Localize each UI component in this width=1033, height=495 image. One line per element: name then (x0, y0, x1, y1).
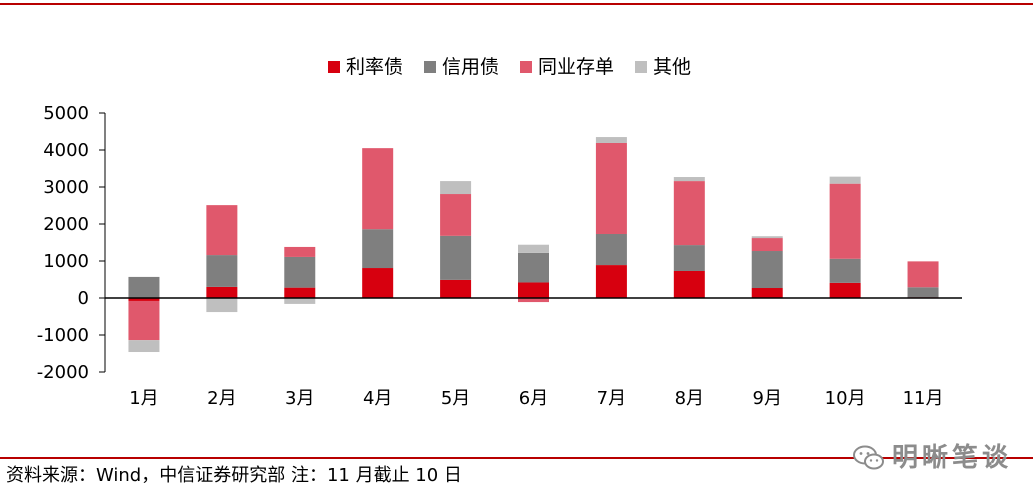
bar-series3-month7 (595, 142, 627, 234)
y-tick-label: 1000 (43, 251, 89, 272)
bar-series1-month4 (362, 268, 394, 298)
bar-series2-month3 (284, 256, 316, 288)
bar-series2-month2 (206, 255, 238, 287)
y-tick-label: -1000 (37, 325, 89, 346)
y-tick-label: 2000 (43, 214, 89, 235)
bar-series4-month2 (206, 298, 238, 313)
legend-item-4: 其他 (635, 56, 691, 78)
y-tick-label: 4000 (43, 140, 89, 161)
bar-series1-month6 (518, 282, 549, 298)
legend-swatch (635, 61, 648, 73)
bar-series4-month8 (673, 177, 705, 182)
bar-series4-month1 (128, 340, 160, 353)
bar-series1-month5 (440, 279, 472, 298)
bar-series3-month4 (362, 148, 394, 230)
bar-series2-month1 (128, 276, 160, 298)
bar-series2-month4 (362, 229, 394, 269)
bar-series4-month5 (440, 181, 472, 195)
legend-item-1: 利率债 (328, 56, 403, 78)
bar-series3-month3 (284, 246, 316, 257)
x-tick-label: 6月 (519, 388, 548, 409)
x-tick-label: 7月 (597, 388, 626, 409)
x-tick-label: 2月 (207, 388, 236, 409)
bar-series3-month11 (907, 261, 939, 288)
legend-swatch (520, 61, 533, 73)
bar-series1-month8 (673, 270, 705, 298)
chart-legend: 利率债 信用债 同业存单 其他 (328, 56, 691, 78)
bar-series4-month6 (518, 244, 549, 253)
wechat-icon (853, 445, 884, 470)
watermark: 明晰笔谈 (852, 443, 1012, 473)
bar-series3-month2 (206, 205, 238, 256)
bar-series1-month3 (284, 287, 316, 298)
x-tick-label: 10月 (825, 388, 866, 409)
bar-series1-month9 (751, 288, 783, 298)
axes: 5000 4000 3000 2000 1000 0 -1000 -2000 1月 2月 3月 4月 5… (37, 103, 962, 409)
bar-series2-month5 (440, 235, 472, 280)
y-tick-label: 3000 (43, 177, 89, 198)
bar-series4-month9 (751, 236, 783, 239)
bar-series2-month6 (518, 252, 549, 283)
top-rule (0, 3, 1033, 5)
bar-series1-month10 (829, 282, 861, 298)
x-tick-label: 9月 (753, 388, 782, 409)
bar-series3-month10 (829, 183, 861, 259)
bar-series4-month7 (595, 137, 627, 143)
y-tick-label: 5000 (43, 103, 89, 124)
legend-label: 同业存单 (538, 56, 615, 78)
x-tick-label: 3月 (285, 388, 314, 409)
y-tick-label: -2000 (37, 362, 89, 383)
x-tick-label: 5月 (441, 388, 470, 409)
x-tick-label: 1月 (129, 388, 158, 409)
legend-label: 信用债 (442, 56, 500, 78)
source-note: 资料来源：Wind，中信证券研究部 注：11 月截止 10 日 (6, 465, 462, 486)
y-tick-label: 0 (78, 288, 89, 309)
bar-series3-month5 (440, 194, 472, 236)
legend-swatch (328, 61, 340, 73)
legend-item-2: 信用债 (424, 56, 499, 78)
bar-series2-month10 (829, 258, 861, 283)
watermark-text: 明晰笔谈 (892, 443, 1013, 473)
bar-series1-month2 (206, 286, 238, 298)
bar-series4-month10 (829, 176, 861, 184)
bar-series3-month1 (128, 300, 160, 341)
x-tick-label: 8月 (675, 388, 704, 409)
legend-label: 其他 (653, 56, 692, 78)
bottom-rule (0, 457, 1033, 459)
legend-item-3: 同业存单 (520, 56, 614, 78)
bar-series4-month3 (284, 298, 316, 304)
x-tick-label: 11月 (903, 388, 944, 409)
bar-series2-month9 (751, 251, 783, 289)
bar-series2-month7 (595, 233, 627, 266)
bar-series3-month8 (673, 181, 705, 246)
bar-series2-month8 (673, 245, 705, 271)
legend-label: 利率债 (346, 56, 404, 78)
x-tick-label: 4月 (363, 388, 392, 409)
legend-swatch (424, 61, 437, 73)
bar-series2-month11 (907, 287, 939, 298)
bars (128, 137, 939, 353)
bar-series1-month1 (128, 298, 160, 301)
bar-series1-month7 (595, 265, 627, 298)
stacked-bar-chart: 5000 4000 3000 2000 1000 0 -1000 -2000 1月 2月 3月 4月 5… (37, 103, 962, 409)
bar-series3-month6 (518, 298, 549, 303)
bar-series3-month9 (751, 238, 783, 252)
